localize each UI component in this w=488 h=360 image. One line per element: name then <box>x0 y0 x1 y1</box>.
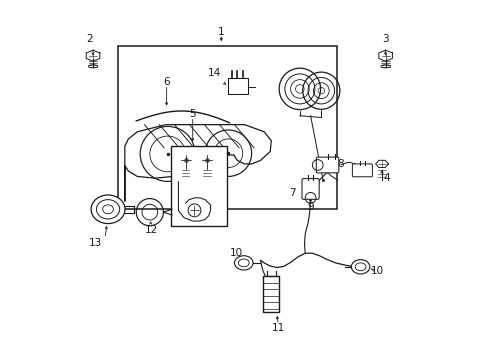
Text: 12: 12 <box>145 225 158 235</box>
Text: 10: 10 <box>370 266 384 276</box>
Ellipse shape <box>350 260 369 274</box>
Text: 6: 6 <box>163 77 170 87</box>
Ellipse shape <box>96 200 120 219</box>
Text: 10: 10 <box>230 248 243 258</box>
Ellipse shape <box>238 259 248 267</box>
Text: 11: 11 <box>271 323 285 333</box>
Ellipse shape <box>380 65 389 68</box>
Text: 5: 5 <box>189 109 196 119</box>
Text: 7: 7 <box>289 188 295 198</box>
FancyBboxPatch shape <box>316 157 338 173</box>
Text: 4: 4 <box>383 173 389 183</box>
Ellipse shape <box>234 256 253 270</box>
Ellipse shape <box>91 195 125 224</box>
Bar <box>171 146 226 226</box>
Polygon shape <box>124 125 271 202</box>
Text: 1: 1 <box>218 27 224 37</box>
Text: 14: 14 <box>207 68 220 78</box>
Bar <box>263 276 279 312</box>
Text: 13: 13 <box>88 238 102 248</box>
Text: 3: 3 <box>382 34 388 44</box>
Bar <box>228 78 247 94</box>
FancyBboxPatch shape <box>352 164 372 177</box>
Bar <box>118 46 337 208</box>
Text: 8: 8 <box>337 159 344 169</box>
Text: 2: 2 <box>86 34 93 44</box>
Text: 9: 9 <box>306 202 313 212</box>
Ellipse shape <box>88 65 98 68</box>
Ellipse shape <box>354 263 365 271</box>
Ellipse shape <box>102 205 113 214</box>
FancyBboxPatch shape <box>302 179 319 199</box>
